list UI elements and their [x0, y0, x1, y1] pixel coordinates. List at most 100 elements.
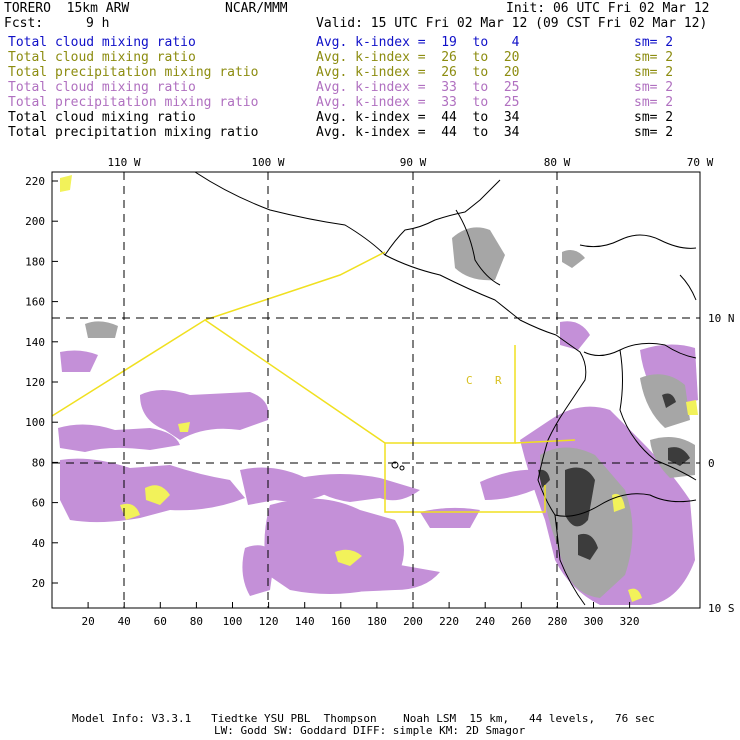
purple-cloud-area — [300, 474, 420, 502]
model-info: Model Info: V3.3.1 Tiedtke YSU PBL Thomp… — [72, 712, 655, 725]
axis-ticks: 110 W 100 W 90 W 80 W 70 W 20 40 60 80 100 120 140 1… — [25, 156, 734, 628]
bottom-tick-label: 200 — [403, 615, 423, 628]
gray-cloud-area — [452, 227, 505, 281]
purple-cloud-area — [240, 467, 330, 505]
region-label: R — [495, 374, 502, 387]
forecast-hour: 9 h — [86, 16, 110, 31]
legend-smoothing: sm= 2 — [634, 110, 674, 125]
boundary-line — [385, 345, 516, 444]
gray-cloud-area — [600, 518, 628, 545]
init-time: Init: 06 UTC Fri 02 Mar 12 — [506, 1, 710, 16]
model-title: TORERO 15km ARW — [4, 1, 130, 16]
left-tick-label: 120 — [25, 376, 45, 389]
valid-time: Valid: 15 UTC Fri 02 Mar 12 (09 CST Fri … — [316, 16, 708, 31]
legend-kindex: Avg. k-index = 26 to 20 — [316, 50, 520, 65]
left-tick-label: 160 — [25, 296, 45, 309]
domain-boundaries — [52, 251, 576, 513]
left-tick-label: 180 — [25, 255, 45, 268]
gray-cloud-area — [540, 447, 633, 598]
country-border — [384, 179, 501, 256]
bottom-tick-label: 160 — [331, 615, 351, 628]
dark-cloud-core — [662, 393, 676, 408]
left-tick-label: 220 — [25, 175, 45, 188]
right-tick-label: 10 S — [708, 602, 735, 615]
legend-kindex: Avg. k-index = 19 to 4 — [316, 35, 520, 50]
purple-cloud-area — [420, 507, 480, 528]
galapagos-island — [399, 465, 405, 471]
bottom-tick-label: 220 — [439, 615, 459, 628]
legend-field: Total cloud mixing ratio — [8, 50, 196, 65]
gray-cloud-area — [85, 321, 118, 338]
top-tick-label: 110 W — [107, 156, 140, 169]
right-tick-label: 0 — [708, 457, 715, 470]
legend-kindex: Avg. k-index = 44 to 34 — [316, 125, 520, 140]
top-tick-label: 80 W — [544, 156, 571, 169]
left-tick-label: 60 — [32, 497, 45, 510]
map-frame — [51, 171, 701, 609]
legend-kindex: Avg. k-index = 44 to 34 — [316, 110, 520, 125]
left-tick-label: 20 — [32, 577, 45, 590]
yellow-precip-area — [178, 422, 190, 432]
left-tick-label: 140 — [25, 336, 45, 349]
boundary-line — [52, 319, 546, 513]
top-tick-label: 100 W — [251, 156, 284, 169]
physics-info: LW: Godd SW: Goddard DIFF: simple KM: 2D… — [214, 724, 526, 737]
yellow-precip-area — [145, 485, 170, 505]
legend-kindex: Avg. k-index = 33 to 25 — [316, 80, 520, 95]
caribbean-island — [579, 234, 697, 249]
graticule — [52, 172, 700, 608]
top-tick-label: 70 W — [687, 156, 714, 169]
organization-label: NCAR/MMM — [225, 1, 288, 16]
legend-field: Total cloud mixing ratio — [8, 35, 196, 50]
bottom-tick-label: 80 — [190, 615, 203, 628]
yellow-precip-area — [60, 175, 72, 192]
bottom-tick-label: 260 — [511, 615, 531, 628]
boundary-line — [514, 439, 576, 444]
left-tick-label: 80 — [32, 456, 45, 469]
yellow-precip-area — [120, 503, 140, 520]
purple-cloud-area — [58, 424, 180, 452]
dark-cloud-core — [668, 447, 690, 466]
country-border — [455, 209, 501, 286]
legend-smoothing: sm= 2 — [634, 80, 674, 95]
country-border — [619, 349, 697, 481]
bottom-tick-label: 60 — [154, 615, 167, 628]
yellow-precip-area — [628, 588, 642, 602]
purple-cloud-area — [60, 350, 98, 372]
legend-field: Total cloud mixing ratio — [8, 110, 196, 125]
region-label: C — [466, 374, 473, 387]
forecast-label: Fcst: — [4, 16, 44, 31]
bottom-tick-label: 180 — [367, 615, 387, 628]
legend-field: Total precipitation mixing ratio — [8, 125, 259, 140]
caribbean-island — [679, 274, 697, 301]
dark-cloud-core — [538, 469, 550, 488]
bottom-tick-label: 300 — [584, 615, 604, 628]
bottom-tick-label: 320 — [620, 615, 640, 628]
yellow-precip-area — [335, 549, 362, 566]
purple-cloud-area — [140, 390, 269, 440]
legend-kindex: Avg. k-index = 26 to 20 — [316, 65, 520, 80]
precipitation-field — [58, 175, 698, 605]
top-tick-label: 90 W — [400, 156, 427, 169]
legend-field: Total cloud mixing ratio — [8, 80, 196, 95]
purple-cloud-area — [242, 545, 275, 596]
legend-kindex: Avg. k-index = 33 to 25 — [316, 95, 520, 110]
dark-cloud-core — [578, 533, 598, 560]
yellow-precip-area — [612, 493, 625, 512]
bottom-tick-label: 20 — [81, 615, 94, 628]
bottom-tick-label: 140 — [295, 615, 315, 628]
bottom-tick-label: 100 — [223, 615, 243, 628]
legend-smoothing: sm= 2 — [634, 35, 674, 50]
right-tick-label: 10 N — [708, 312, 735, 325]
left-tick-label: 100 — [25, 416, 45, 429]
legend-smoothing: sm= 2 — [634, 95, 674, 110]
boundary-line — [204, 251, 386, 321]
legend-field: Total precipitation mixing ratio — [8, 95, 259, 110]
left-tick-label: 200 — [25, 215, 45, 228]
legend-field: Total precipitation mixing ratio — [8, 65, 259, 80]
bottom-tick-label: 240 — [475, 615, 495, 628]
left-tick-label: 40 — [32, 537, 45, 550]
yellow-precip-area — [686, 400, 698, 415]
legend-smoothing: sm= 2 — [634, 50, 674, 65]
